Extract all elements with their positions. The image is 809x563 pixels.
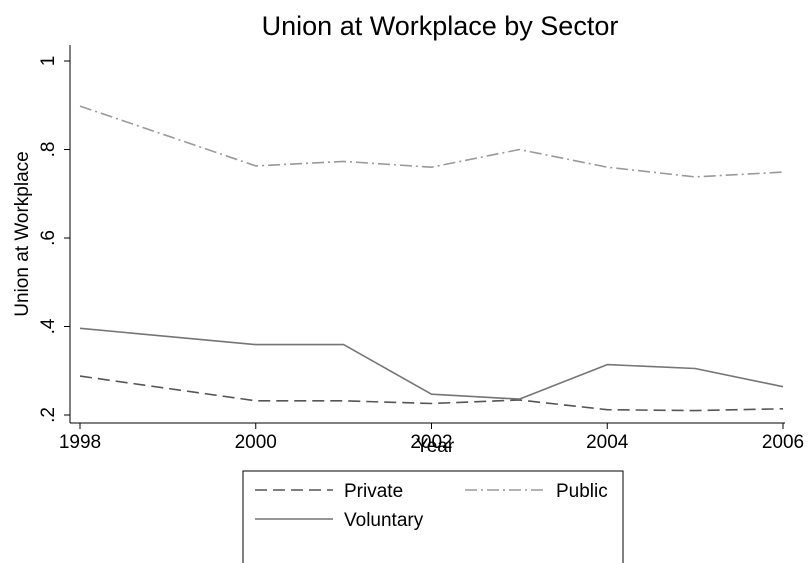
legend-item-voluntary: Voluntary [255,510,424,531]
x-tick-label: 1998 [59,432,101,453]
legend-label-private: Private [344,481,403,502]
legend-item-private: Private [255,481,403,502]
chart-title: Union at Workplace by Sector [262,11,619,41]
series-line-voluntary [79,327,784,400]
y-tick-label: .8 [38,142,59,158]
x-tick-label: 2004 [586,432,629,453]
series-lines [79,105,784,412]
y-axis-ticks: .2 .4 .6 .8 1 [38,56,70,423]
legend: Private Public Voluntary [242,470,624,563]
series-line-private [79,375,784,412]
y-tick-label: .2 [38,407,59,423]
y-tick-label: 1 [38,56,59,67]
legend-item-public: Public [465,481,608,502]
legend-label-public: Public [556,481,608,502]
y-axis-title: Union at Workplace [12,151,33,316]
plot-area [69,45,785,424]
y-tick-label: .6 [38,230,59,246]
x-axis-title: Year [416,436,455,457]
x-tick-label: 2002 [410,432,452,453]
y-tick-label: .4 [38,318,59,334]
x-tick-label: 2006 [762,432,804,453]
legend-box [242,470,624,563]
x-tick-label: 2000 [235,432,277,453]
legend-label-voluntary: Voluntary [344,510,424,531]
series-line-public [79,105,784,178]
x-axis-ticks: 1998 2000 2002 2004 2006 [59,423,804,453]
